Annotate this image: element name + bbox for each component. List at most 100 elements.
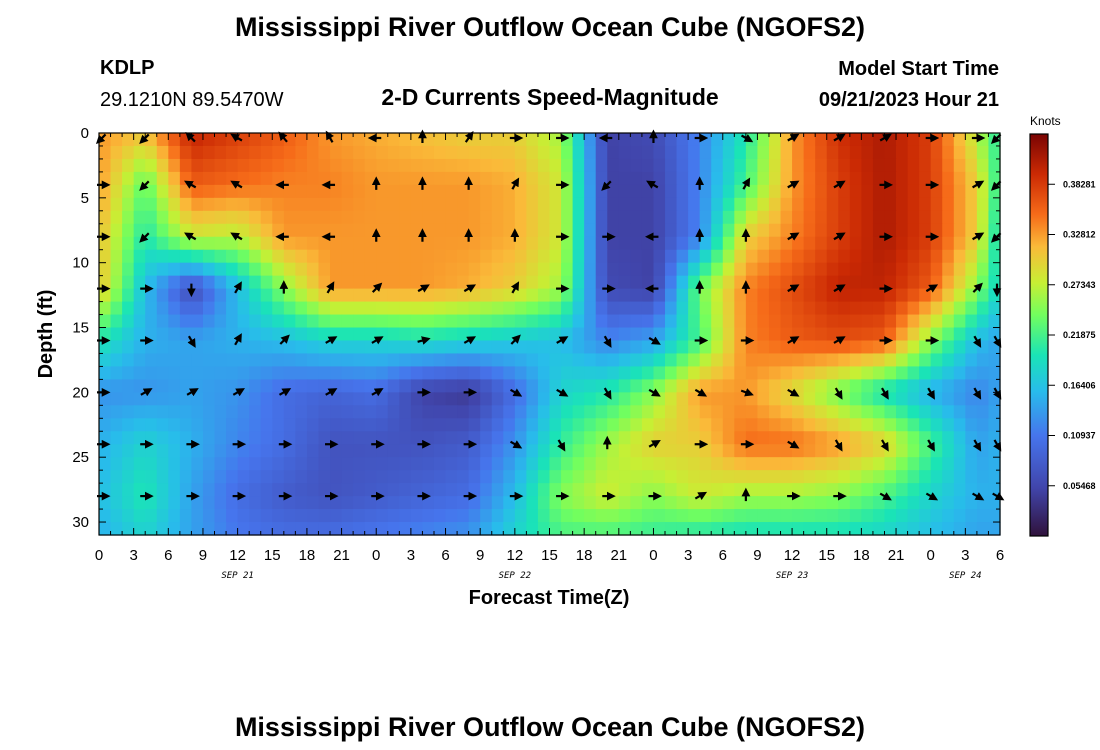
heatmap-cell <box>942 483 955 497</box>
heatmap-cell <box>503 470 516 484</box>
heatmap-cell <box>283 392 296 406</box>
heatmap-cell <box>433 392 447 406</box>
heatmap-cell <box>722 470 735 484</box>
y-tick-label: 5 <box>81 190 89 207</box>
heatmap-cell <box>884 327 897 342</box>
heatmap-cell <box>653 327 666 342</box>
x-tick-label: 9 <box>476 547 484 564</box>
heatmap-cell <box>688 236 701 251</box>
heatmap-cell <box>133 405 146 419</box>
heatmap-cell <box>722 197 735 212</box>
heatmap-cell <box>480 327 493 342</box>
heatmap-cell <box>226 184 239 199</box>
heatmap-cell <box>630 223 643 238</box>
heatmap-cell <box>237 470 250 484</box>
heatmap-cell <box>861 340 874 355</box>
heatmap-cell <box>976 327 990 342</box>
heatmap-cell <box>930 236 943 251</box>
heatmap-cell <box>318 262 331 277</box>
heatmap-cell <box>780 275 793 290</box>
colorbar-units: Knots <box>1030 114 1061 128</box>
heatmap-cell <box>433 418 447 432</box>
heatmap-cell <box>330 353 343 368</box>
heatmap-cell <box>272 158 285 173</box>
heatmap-cell <box>202 470 216 484</box>
heatmap-cell <box>191 288 204 303</box>
heatmap-cell <box>699 262 712 277</box>
heatmap-cell <box>260 444 273 458</box>
heatmap-cell <box>514 236 527 251</box>
heatmap-cell <box>526 133 539 147</box>
heatmap-cell <box>445 158 458 173</box>
heatmap-cell <box>122 223 135 238</box>
heatmap-cell <box>676 405 689 419</box>
heatmap-cell <box>387 418 400 432</box>
heatmap-cell <box>595 470 608 484</box>
current-arrow <box>972 492 985 501</box>
current-arrow <box>880 439 889 452</box>
heatmap-cell <box>861 158 874 173</box>
heatmap-cell <box>641 301 655 316</box>
heatmap-cell <box>168 509 181 523</box>
heatmap-cell <box>896 171 909 186</box>
heatmap-cell <box>665 366 678 380</box>
heatmap-cell <box>907 405 920 419</box>
current-arrow <box>972 232 985 241</box>
heatmap-cell <box>122 158 135 173</box>
current-arrow <box>95 133 107 145</box>
heatmap-cell <box>353 262 366 277</box>
heatmap-cell <box>399 444 412 458</box>
current-arrow <box>233 281 242 294</box>
heatmap-cell <box>410 392 424 406</box>
heatmap-cell <box>699 353 712 368</box>
heatmap-cell <box>537 366 551 380</box>
heatmap-cell <box>399 418 412 432</box>
heatmap-cell <box>179 470 193 484</box>
heatmap-cell <box>549 262 562 277</box>
heatmap-cell <box>410 210 424 225</box>
heatmap-cell <box>861 236 874 251</box>
heatmap-cell <box>272 301 285 316</box>
heatmap-cell <box>676 457 689 471</box>
heatmap-cell <box>665 457 678 471</box>
heatmap-cell <box>202 418 216 432</box>
heatmap-cell <box>318 405 331 419</box>
heatmap-cell <box>410 262 424 277</box>
heatmap-cell <box>815 210 828 225</box>
heatmap-cell <box>734 171 747 186</box>
heatmap-cell <box>722 379 735 393</box>
heatmap-cell <box>237 301 250 316</box>
heatmap-cell <box>838 431 851 445</box>
heatmap-cell <box>122 145 135 160</box>
heatmap-cell <box>457 444 470 458</box>
heatmap-cell <box>387 431 400 445</box>
heatmap-cell <box>295 275 308 290</box>
heatmap-cell <box>699 184 712 199</box>
heatmap-cell <box>179 288 193 303</box>
heatmap-cell <box>618 431 631 445</box>
heatmap-cell <box>260 171 273 186</box>
heatmap-cell <box>768 171 782 186</box>
heatmap-cell <box>641 340 655 355</box>
heatmap-cell <box>526 210 539 225</box>
heatmap-cell <box>549 366 562 380</box>
heatmap-cell <box>237 431 250 445</box>
heatmap-cell <box>653 223 666 238</box>
heatmap-cell <box>919 314 932 329</box>
heatmap-cell <box>572 353 585 368</box>
heatmap-cell <box>237 444 250 458</box>
heatmap-cell <box>387 236 400 251</box>
heatmap-cell <box>780 366 793 380</box>
heatmap-cell <box>503 301 516 316</box>
heatmap-cell <box>734 340 747 355</box>
heatmap-cell <box>711 249 724 264</box>
heatmap-cell <box>699 314 712 329</box>
heatmap-cell <box>896 275 909 290</box>
heatmap-cell <box>976 145 990 160</box>
heatmap-cell <box>295 392 308 406</box>
heatmap-cell <box>688 171 701 186</box>
x-tick-label: 21 <box>333 547 350 564</box>
heatmap-cell <box>711 483 724 497</box>
heatmap-cell <box>745 210 759 225</box>
heatmap-cell <box>976 457 990 471</box>
